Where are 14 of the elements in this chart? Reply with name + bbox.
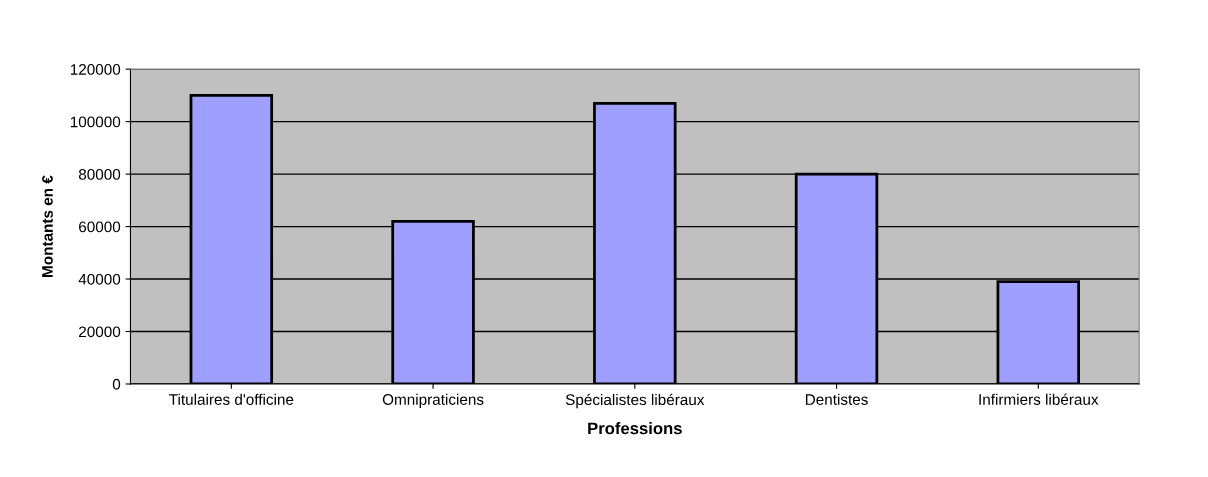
- x-tick-label: Dentistes: [805, 393, 868, 405]
- x-axis-title: Professions: [588, 422, 682, 435]
- y-tick-label: 120000: [70, 64, 121, 75]
- x-tick-label: Omnipraticiens: [382, 393, 484, 408]
- y-tick-label: 80000: [78, 168, 121, 180]
- x-tick-label: Spécialistes libéraux: [565, 393, 705, 409]
- y-tick-label: 40000: [78, 273, 121, 285]
- y-axis-title: Montants en €: [42, 175, 53, 277]
- y-tick-label: 0: [112, 378, 121, 390]
- y-tick-label: 60000: [79, 221, 121, 233]
- y-tick-label: 100000: [70, 116, 121, 128]
- y-tick-label: 20000: [79, 326, 121, 338]
- x-tick-label: Infirmiers libéraux: [979, 393, 1099, 405]
- x-tick-label: Titulaires d'officine: [169, 393, 294, 405]
